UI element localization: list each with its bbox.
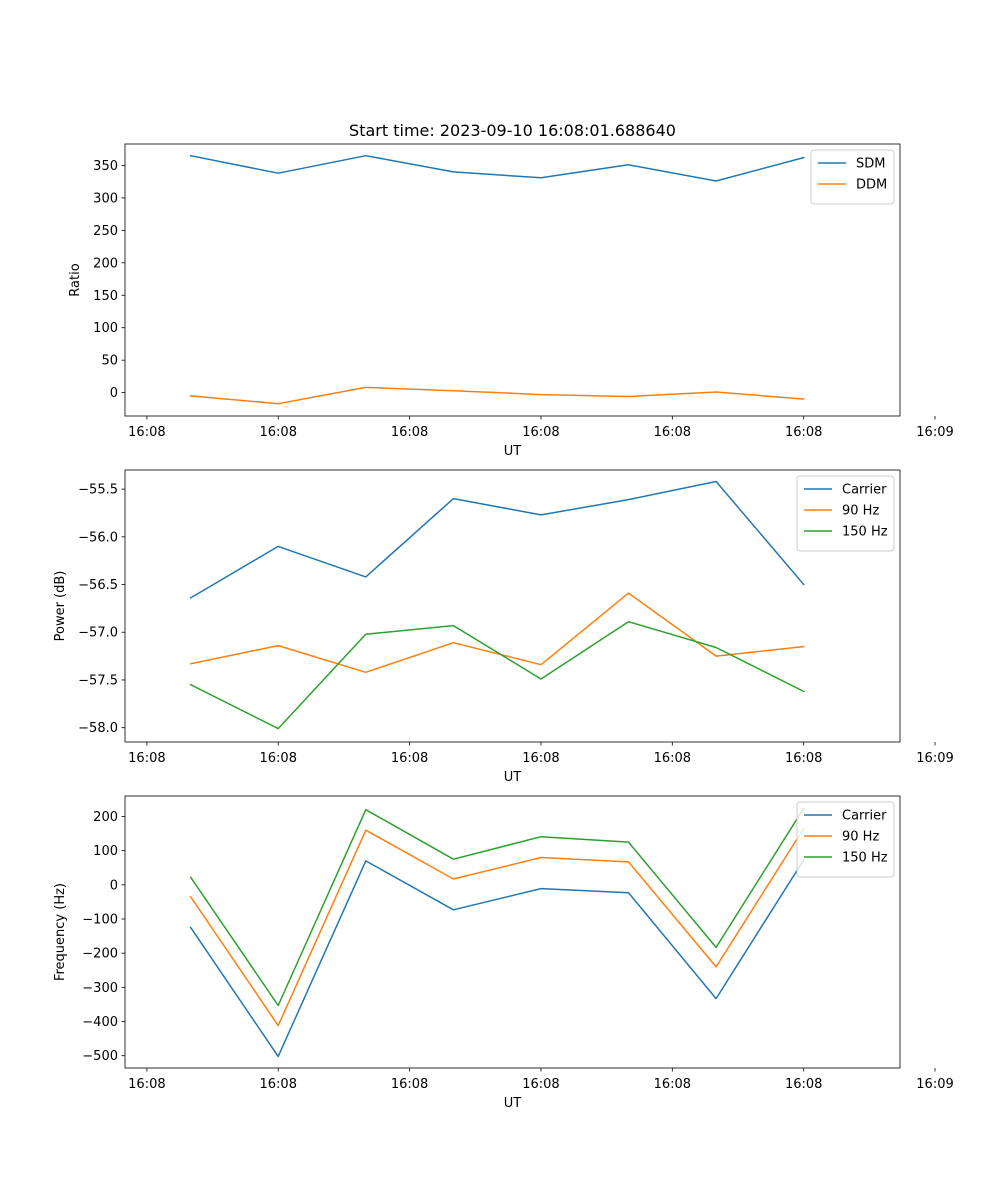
x-tick-label: 16:08 [128,751,165,766]
y-tick-label: −300 [82,981,118,996]
y-tick-label: −57.0 [78,626,118,641]
series-line-90-hz [189,592,805,674]
axes-frame [124,143,901,417]
y-tick-label: −400 [82,1015,118,1030]
y-tick-label: −100 [82,913,118,928]
y-tick-label: 0 [110,878,118,893]
legend-label: 150 Hz [842,851,888,866]
x-tick-label: 16:08 [260,1077,297,1092]
x-tick-label: 16:08 [391,751,428,766]
y-tick-label: 300 [93,191,118,206]
x-axis-label: UT [504,444,522,459]
series-line-sdm [189,154,805,182]
y-axis-label: Ratio [68,263,83,296]
y-tick-label: 0 [110,386,118,401]
legend-label: Carrier [842,809,887,824]
x-tick-label: 16:09 [916,425,953,440]
y-tick-label: 100 [93,321,118,336]
x-tick-label: 16:08 [391,1077,428,1092]
legend: Carrier 90 Hz 150 Hz [796,475,895,552]
axes-frame [124,469,901,743]
x-axis-label: UT [504,770,522,785]
y-axis-label: Frequency (Hz) [53,883,68,981]
x-tick-label: 16:08 [260,425,297,440]
series-line-carrier [189,858,805,1058]
y-tick-label: −200 [82,947,118,962]
legend-label: SDM [856,157,885,172]
series-line-ddm [189,386,805,405]
x-tick-label: 16:08 [654,751,691,766]
x-tick-label: 16:08 [260,751,297,766]
y-tick-label: 200 [93,810,118,825]
legend-box [796,475,895,552]
legend: Carrier 90 Hz 150 Hz [796,801,895,878]
x-tick-label: 16:08 [785,425,822,440]
axes-frame [124,795,901,1069]
legend: SDM DDM [810,149,895,205]
series-line-carrier [189,480,805,599]
x-tick-label: 16:08 [391,425,428,440]
x-tick-label: 16:08 [785,1077,822,1092]
panel-3: 16:08 16:08 16:08 16:08 16:08 16:08 16:09 −500 −… [53,795,954,1111]
x-tick-label: 16:08 [522,425,559,440]
x-tick-label: 16:08 [128,425,165,440]
x-tick-label: 16:08 [522,751,559,766]
panel-2: 16:08 16:08 16:08 16:08 16:08 16:08 16:09 −58.0… [53,469,954,785]
y-tick-label: 150 [93,289,118,304]
legend-label: 150 Hz [842,525,888,540]
figure-title: Start time: 2023-09-10 16:08:01.688640 [349,121,676,140]
legend-box [796,801,895,878]
y-tick-label: −56.0 [78,530,118,545]
x-tick-label: 16:09 [916,1077,953,1092]
y-tick-label: −57.5 [78,673,118,688]
series-line-150-hz [189,807,805,1007]
panels: 16:08 16:08 16:08 16:08 16:08 16:08 16:09 0 50 10… [53,143,954,1111]
y-tick-label: 350 [93,159,118,174]
x-axis-label: UT [504,1096,522,1111]
series-line-90-hz [189,827,805,1027]
y-tick-label: 100 [93,844,118,859]
y-tick-label: 50 [101,354,118,369]
y-tick-label: −58.0 [78,721,118,736]
x-tick-label: 16:08 [128,1077,165,1092]
legend-label: 90 Hz [842,830,879,845]
legend-label: Carrier [842,483,887,498]
legend-label: DDM [856,178,887,193]
legend-label: 90 Hz [842,504,879,519]
y-tick-label: −56.5 [78,578,118,593]
y-tick-label: 250 [93,224,118,239]
x-tick-label: 16:08 [785,751,822,766]
x-tick-label: 16:08 [654,425,691,440]
series-line-150-hz [189,620,805,730]
y-tick-label: −500 [82,1049,118,1064]
x-tick-label: 16:09 [916,751,953,766]
panel-1: 16:08 16:08 16:08 16:08 16:08 16:08 16:09 0 50 10… [68,143,954,459]
y-tick-label: −55.5 [78,483,118,498]
y-axis-label: Power (dB) [53,571,68,642]
y-tick-label: 200 [93,256,118,271]
x-tick-label: 16:08 [522,1077,559,1092]
x-tick-label: 16:08 [654,1077,691,1092]
